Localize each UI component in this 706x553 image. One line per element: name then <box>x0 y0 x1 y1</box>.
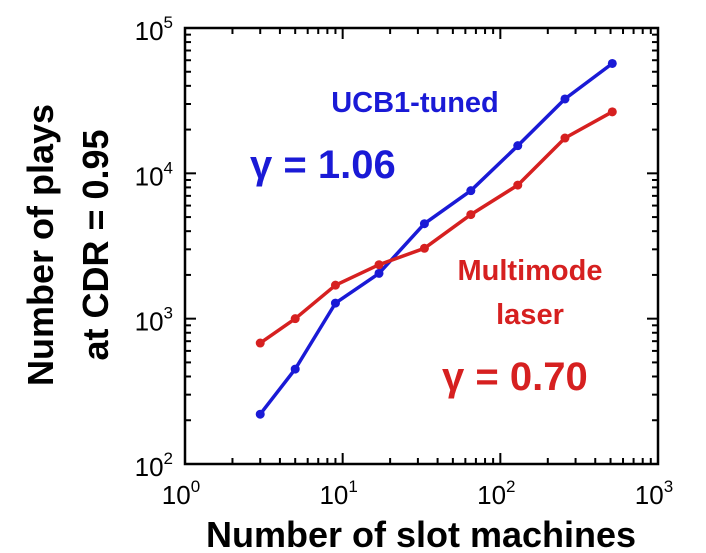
y-axis-title-line2: at CDR = 0.95 <box>75 129 116 360</box>
plot-area: 100 101 102 103 102 103 104 105 <box>135 13 674 510</box>
ucb1-tuned-point <box>330 298 340 308</box>
x-tick-label: 100 <box>162 477 200 510</box>
multimode-laser-point <box>466 210 476 220</box>
multimode-laser-point <box>330 280 340 290</box>
laser-gamma: γ = 0.70 <box>442 355 588 399</box>
x-tick-label: 101 <box>319 477 357 510</box>
ucb1-tuned-point <box>607 58 617 68</box>
laser-label-line2: laser <box>496 299 564 331</box>
series-layer <box>255 58 617 419</box>
annotations: UCB1-tuned γ = 1.06 Multimode laser γ = … <box>250 87 603 399</box>
multimode-laser-point <box>419 243 429 253</box>
ucb1-tuned-point <box>466 186 476 196</box>
x-tick-label: 102 <box>477 477 515 510</box>
tick-marks <box>184 27 659 465</box>
x-axis-title: Number of slot machines <box>206 514 636 553</box>
y-tick-label: 105 <box>135 13 173 46</box>
tick-labels: 100 101 102 103 102 103 104 105 <box>135 13 674 510</box>
ucb1-tuned-point <box>374 268 384 278</box>
y-axis-title: Number of plays at CDR = 0.95 <box>20 104 116 386</box>
ucb1-tuned-point <box>560 94 570 104</box>
ucb-label: UCB1-tuned <box>331 87 499 119</box>
laser-label-line1: Multimode <box>458 255 603 287</box>
ucb1-tuned-point <box>255 409 265 419</box>
plot-frame <box>183 26 660 466</box>
y-tick-label: 104 <box>135 158 173 191</box>
ucb1-tuned-point <box>290 364 300 374</box>
y-tick-label: 103 <box>135 304 173 337</box>
multimode-laser-point <box>513 180 523 190</box>
y-axis-title-line1: Number of plays <box>20 104 61 386</box>
multimode-laser-point <box>374 260 384 270</box>
multimode-laser-point <box>560 133 570 143</box>
multimode-laser-point <box>255 338 265 348</box>
multimode-laser-point <box>607 107 617 117</box>
ucb1-tuned-point <box>513 141 523 151</box>
x-tick-label: 103 <box>635 477 673 510</box>
multimode-laser-point <box>290 314 300 324</box>
y-tick-label: 102 <box>135 449 173 482</box>
ucb-gamma: γ = 1.06 <box>250 143 396 187</box>
ucb1-tuned-point <box>419 219 429 229</box>
